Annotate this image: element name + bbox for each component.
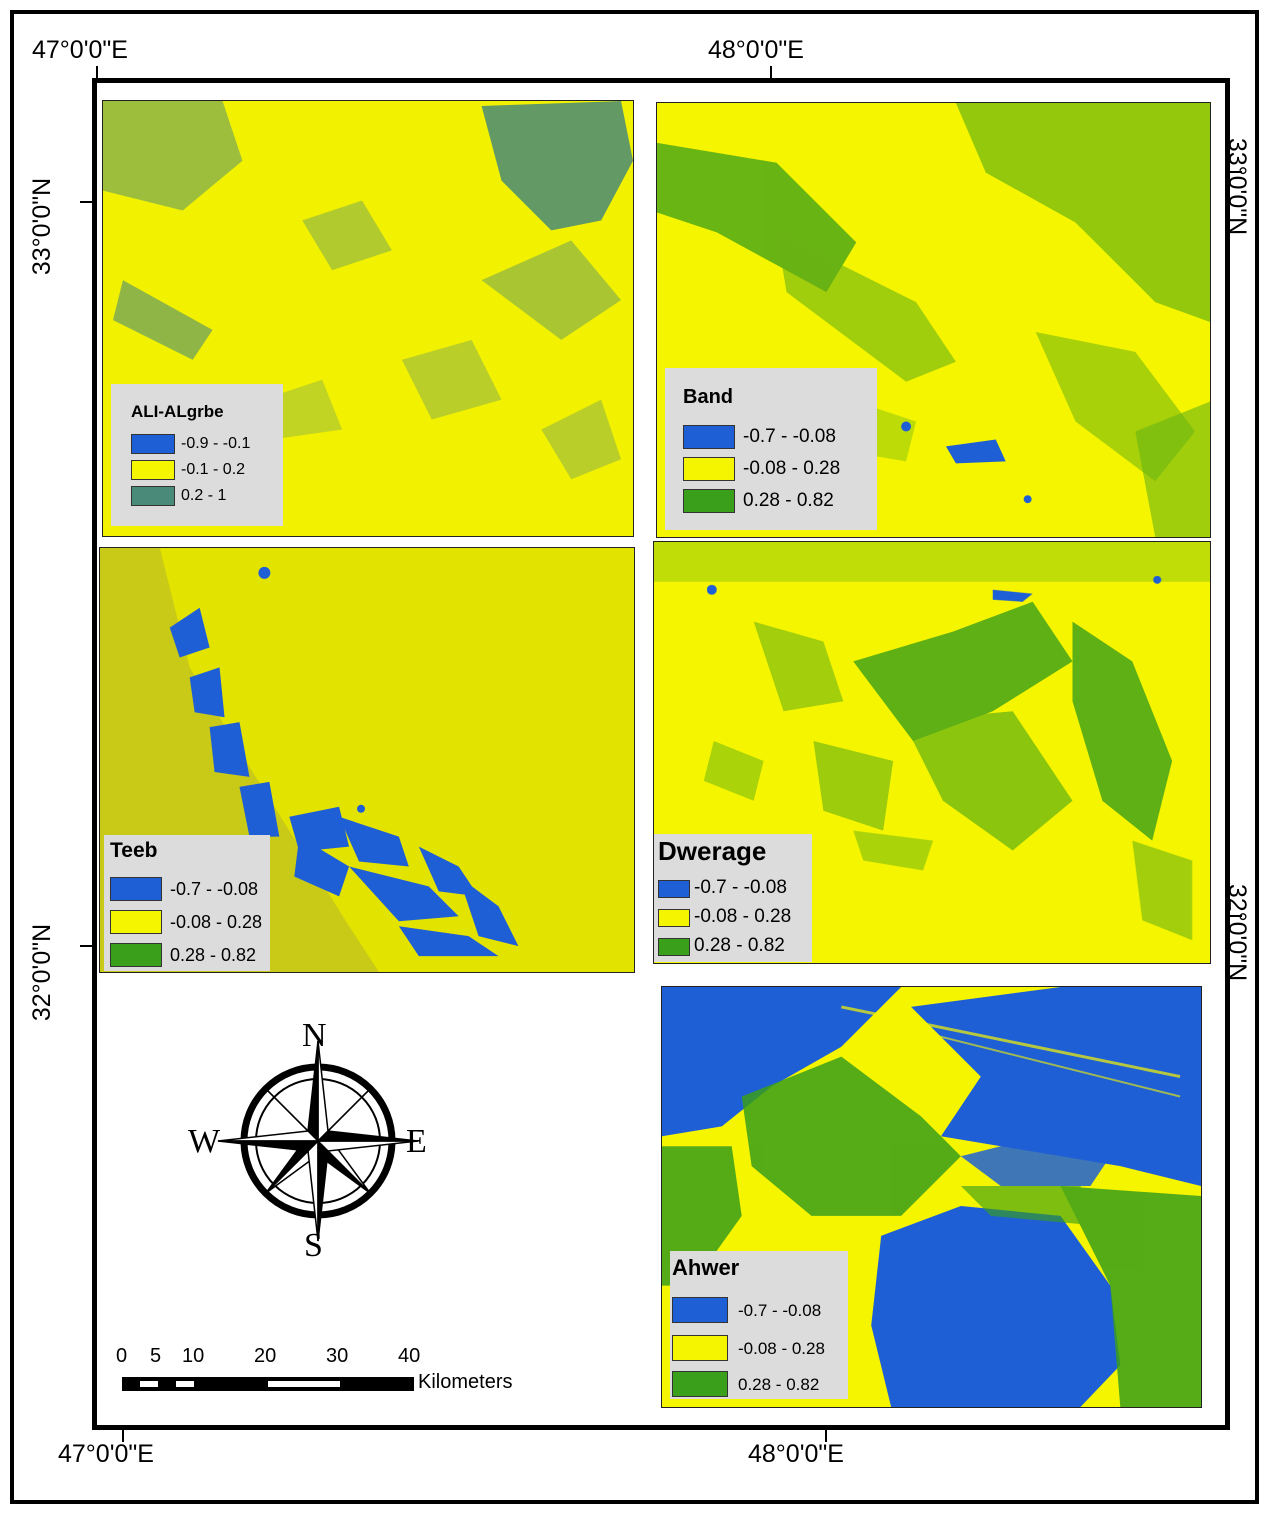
legend-label: 0.2 - 1 <box>181 487 227 504</box>
lat-label-left-top: 33°0'0"N <box>28 177 57 276</box>
scale-bar: 0 5 10 20 30 40 Kilometers <box>110 1345 550 1405</box>
north-arrow: N S E W <box>180 1015 450 1275</box>
lat-label-right-top: 33°0'0"N <box>1223 137 1252 236</box>
legend-dwerage: Dwerage -0.7 - -0.08 -0.08 - 0.28 0.28 -… <box>654 834 812 962</box>
legend-label: -0.08 - 0.28 <box>738 1339 825 1358</box>
legend-swatch <box>683 489 735 513</box>
legend-label: 0.28 - 0.82 <box>170 945 257 965</box>
tick <box>96 66 98 80</box>
legend-title: ALI-ALgrbe <box>131 402 224 421</box>
lat-label-right-bottom: 32°0'0"N <box>1223 883 1252 982</box>
compass-w-label: W <box>188 1123 221 1160</box>
legend-swatch <box>672 1371 728 1397</box>
lon-label-bottom-left: 47°0'0"E <box>58 1440 154 1468</box>
scale-tick-label: 10 <box>182 1345 205 1367</box>
legend-label: -0.1 - 0.2 <box>181 461 246 478</box>
lon-label-top-right: 48°0'0"E <box>708 36 804 64</box>
raster-ahwer <box>662 987 1201 1407</box>
raster-dwerage <box>654 542 1210 941</box>
legend-label: 0.28 - 0.82 <box>743 490 834 511</box>
scale-bar-graphic <box>122 1377 414 1391</box>
scale-tick-label: 40 <box>398 1345 421 1367</box>
tick <box>80 201 94 203</box>
legend-ali-algrbe: ALI-ALgrbe -0.9 - -0.1 -0.1 - 0.2 0.2 - … <box>111 384 283 526</box>
tick <box>122 1428 124 1442</box>
legend-swatch <box>110 943 162 967</box>
legend-label: 0.28 - 0.82 <box>738 1375 820 1394</box>
scale-tick-label: 30 <box>326 1345 349 1367</box>
legend-swatch <box>658 938 690 956</box>
tick <box>825 1428 827 1442</box>
legend-label: -0.7 - -0.08 <box>738 1301 822 1320</box>
map-frame <box>92 78 1230 1430</box>
outer-frame <box>10 10 1259 1504</box>
map-panel-ali-algrbe: ALI-ALgrbe -0.9 - -0.1 -0.1 - 0.2 0.2 - … <box>102 100 634 537</box>
legend-swatch <box>672 1297 728 1323</box>
legend-ahwer: Ahwer -0.7 - -0.08 -0.08 - 0.28 0.28 - 0… <box>670 1251 848 1399</box>
scale-unit-label: Kilometers <box>418 1371 513 1393</box>
map-panel-teeb: Teeb -0.7 - -0.08 -0.08 - 0.28 0.28 - 0.… <box>99 547 635 973</box>
lat-label-left-bottom: 32°0'0"N <box>28 923 57 1022</box>
legend-swatch <box>110 910 162 934</box>
map-panel-dwerage: Dwerage -0.7 - -0.08 -0.08 - 0.28 0.28 -… <box>653 541 1211 964</box>
legend-teeb: Teeb -0.7 - -0.08 -0.08 - 0.28 0.28 - 0.… <box>104 835 270 971</box>
legend-swatch <box>131 434 175 454</box>
scale-tick-label: 20 <box>254 1345 277 1367</box>
lon-label-top-left: 47°0'0"E <box>32 36 128 64</box>
legend-swatch <box>658 880 690 898</box>
legend-label: -0.7 - -0.08 <box>743 426 836 447</box>
legend-label: -0.08 - 0.28 <box>743 458 841 479</box>
legend-label: -0.9 - -0.1 <box>181 435 251 452</box>
compass-s-label: S <box>304 1227 323 1264</box>
tick <box>1228 171 1242 173</box>
legend-label: -0.08 - 0.28 <box>170 912 263 932</box>
compass-rose-icon <box>217 1040 419 1242</box>
legend-swatch <box>672 1335 728 1361</box>
legend-band: Band -0.7 - -0.08 -0.08 - 0.28 0.28 - 0.… <box>665 368 877 530</box>
legend-title: Teeb <box>110 839 158 862</box>
tick <box>770 66 772 80</box>
legend-label: -0.7 - -0.08 <box>694 877 787 898</box>
legend-label: 0.28 - 0.82 <box>694 935 785 956</box>
lon-label-bottom-right: 48°0'0"E <box>748 1440 844 1468</box>
legend-title: Dwerage <box>658 836 767 866</box>
legend-swatch <box>131 460 175 480</box>
legend-title: Ahwer <box>672 1255 740 1280</box>
scale-tick-label: 5 <box>150 1345 162 1367</box>
legend-swatch <box>683 425 735 449</box>
tick <box>1228 915 1242 917</box>
compass-e-label: E <box>406 1123 427 1160</box>
map-panel-ahwer: Ahwer -0.7 - -0.08 -0.08 - 0.28 0.28 - 0… <box>661 986 1202 1408</box>
compass-n-label: N <box>302 1017 327 1054</box>
legend-label: -0.08 - 0.28 <box>694 906 792 927</box>
legend-swatch <box>683 457 735 481</box>
legend-swatch <box>110 877 162 901</box>
legend-label: -0.7 - -0.08 <box>170 879 259 899</box>
scale-tick-label: 0 <box>116 1345 128 1367</box>
legend-title: Band <box>683 386 733 408</box>
map-panel-band: Band -0.7 - -0.08 -0.08 - 0.28 0.28 - 0.… <box>656 102 1211 538</box>
tick <box>80 945 94 947</box>
legend-swatch <box>658 909 690 927</box>
legend-swatch <box>131 486 175 506</box>
raster-ali-algrbe <box>103 101 633 480</box>
